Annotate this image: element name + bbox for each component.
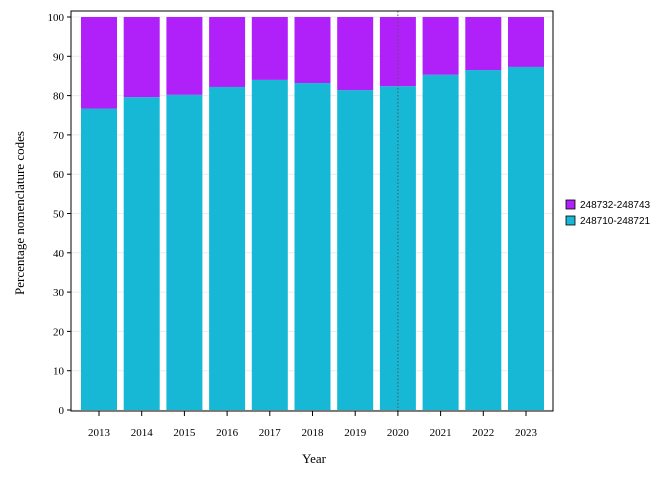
y-tick-label: 90	[53, 51, 65, 63]
bar-segment	[209, 86, 246, 410]
y-tick-label: 30	[53, 287, 65, 299]
bar-segment	[465, 70, 502, 411]
y-tick-label: 70	[53, 130, 65, 142]
bar-segment	[337, 90, 374, 411]
x-tick-label: 2017	[259, 427, 282, 439]
y-tick-label: 50	[53, 209, 65, 221]
bar-segment	[337, 17, 374, 91]
x-tick-label: 2021	[430, 427, 452, 439]
legend-label: 248732-248743	[580, 200, 651, 211]
y-axis: 0 10 20 30 40 50 60 70 80 90 100	[48, 12, 71, 417]
y-tick-label: 20	[53, 326, 65, 338]
x-tick-label: 2018	[302, 427, 325, 439]
x-axis: 2013 2014 2015 2016 2017 2018 2019 2020 2021 2022…	[88, 411, 538, 439]
bar-segment	[123, 97, 160, 410]
bar-segment	[508, 66, 544, 410]
bar-segment	[508, 17, 544, 67]
bars	[81, 17, 544, 411]
x-tick-label: 2016	[216, 427, 239, 439]
x-axis-title: Year	[302, 451, 327, 466]
legend: 248732-248743 248710-248721	[565, 199, 651, 227]
x-tick-label: 2023	[515, 427, 538, 439]
y-tick-label: 100	[48, 12, 65, 24]
x-tick-label: 2013	[88, 427, 111, 439]
y-axis-title: Percentage nomenclature codes	[12, 131, 27, 295]
x-tick-label: 2019	[344, 427, 367, 439]
bar-segment	[422, 74, 459, 411]
bar-segment	[81, 108, 117, 410]
bar-segment	[166, 17, 203, 95]
y-tick-label: 10	[53, 366, 65, 378]
legend-swatch	[565, 199, 576, 210]
bar-segment	[123, 17, 160, 98]
y-tick-label: 80	[53, 91, 65, 103]
y-tick-label: 60	[53, 169, 65, 181]
bar-segment	[209, 17, 246, 87]
legend-swatch	[565, 215, 576, 226]
bar-segment	[251, 79, 288, 410]
x-tick-label: 2015	[173, 427, 196, 439]
bar-segment	[379, 17, 416, 87]
y-tick-label: 0	[59, 405, 65, 417]
bar-segment	[81, 17, 117, 109]
x-tick-label: 2014	[131, 427, 154, 439]
bar-segment	[294, 83, 331, 411]
bar-segment	[294, 17, 331, 84]
bar-segment	[379, 86, 416, 410]
bar-segment	[422, 17, 459, 75]
x-tick-label: 2020	[387, 427, 410, 439]
legend-label: 248710-248721	[580, 216, 651, 227]
y-tick-label: 40	[53, 248, 65, 260]
bar-segment	[465, 17, 502, 71]
bar-segment	[251, 17, 288, 80]
x-tick-label: 2022	[472, 427, 494, 439]
bar-segment	[166, 94, 203, 411]
